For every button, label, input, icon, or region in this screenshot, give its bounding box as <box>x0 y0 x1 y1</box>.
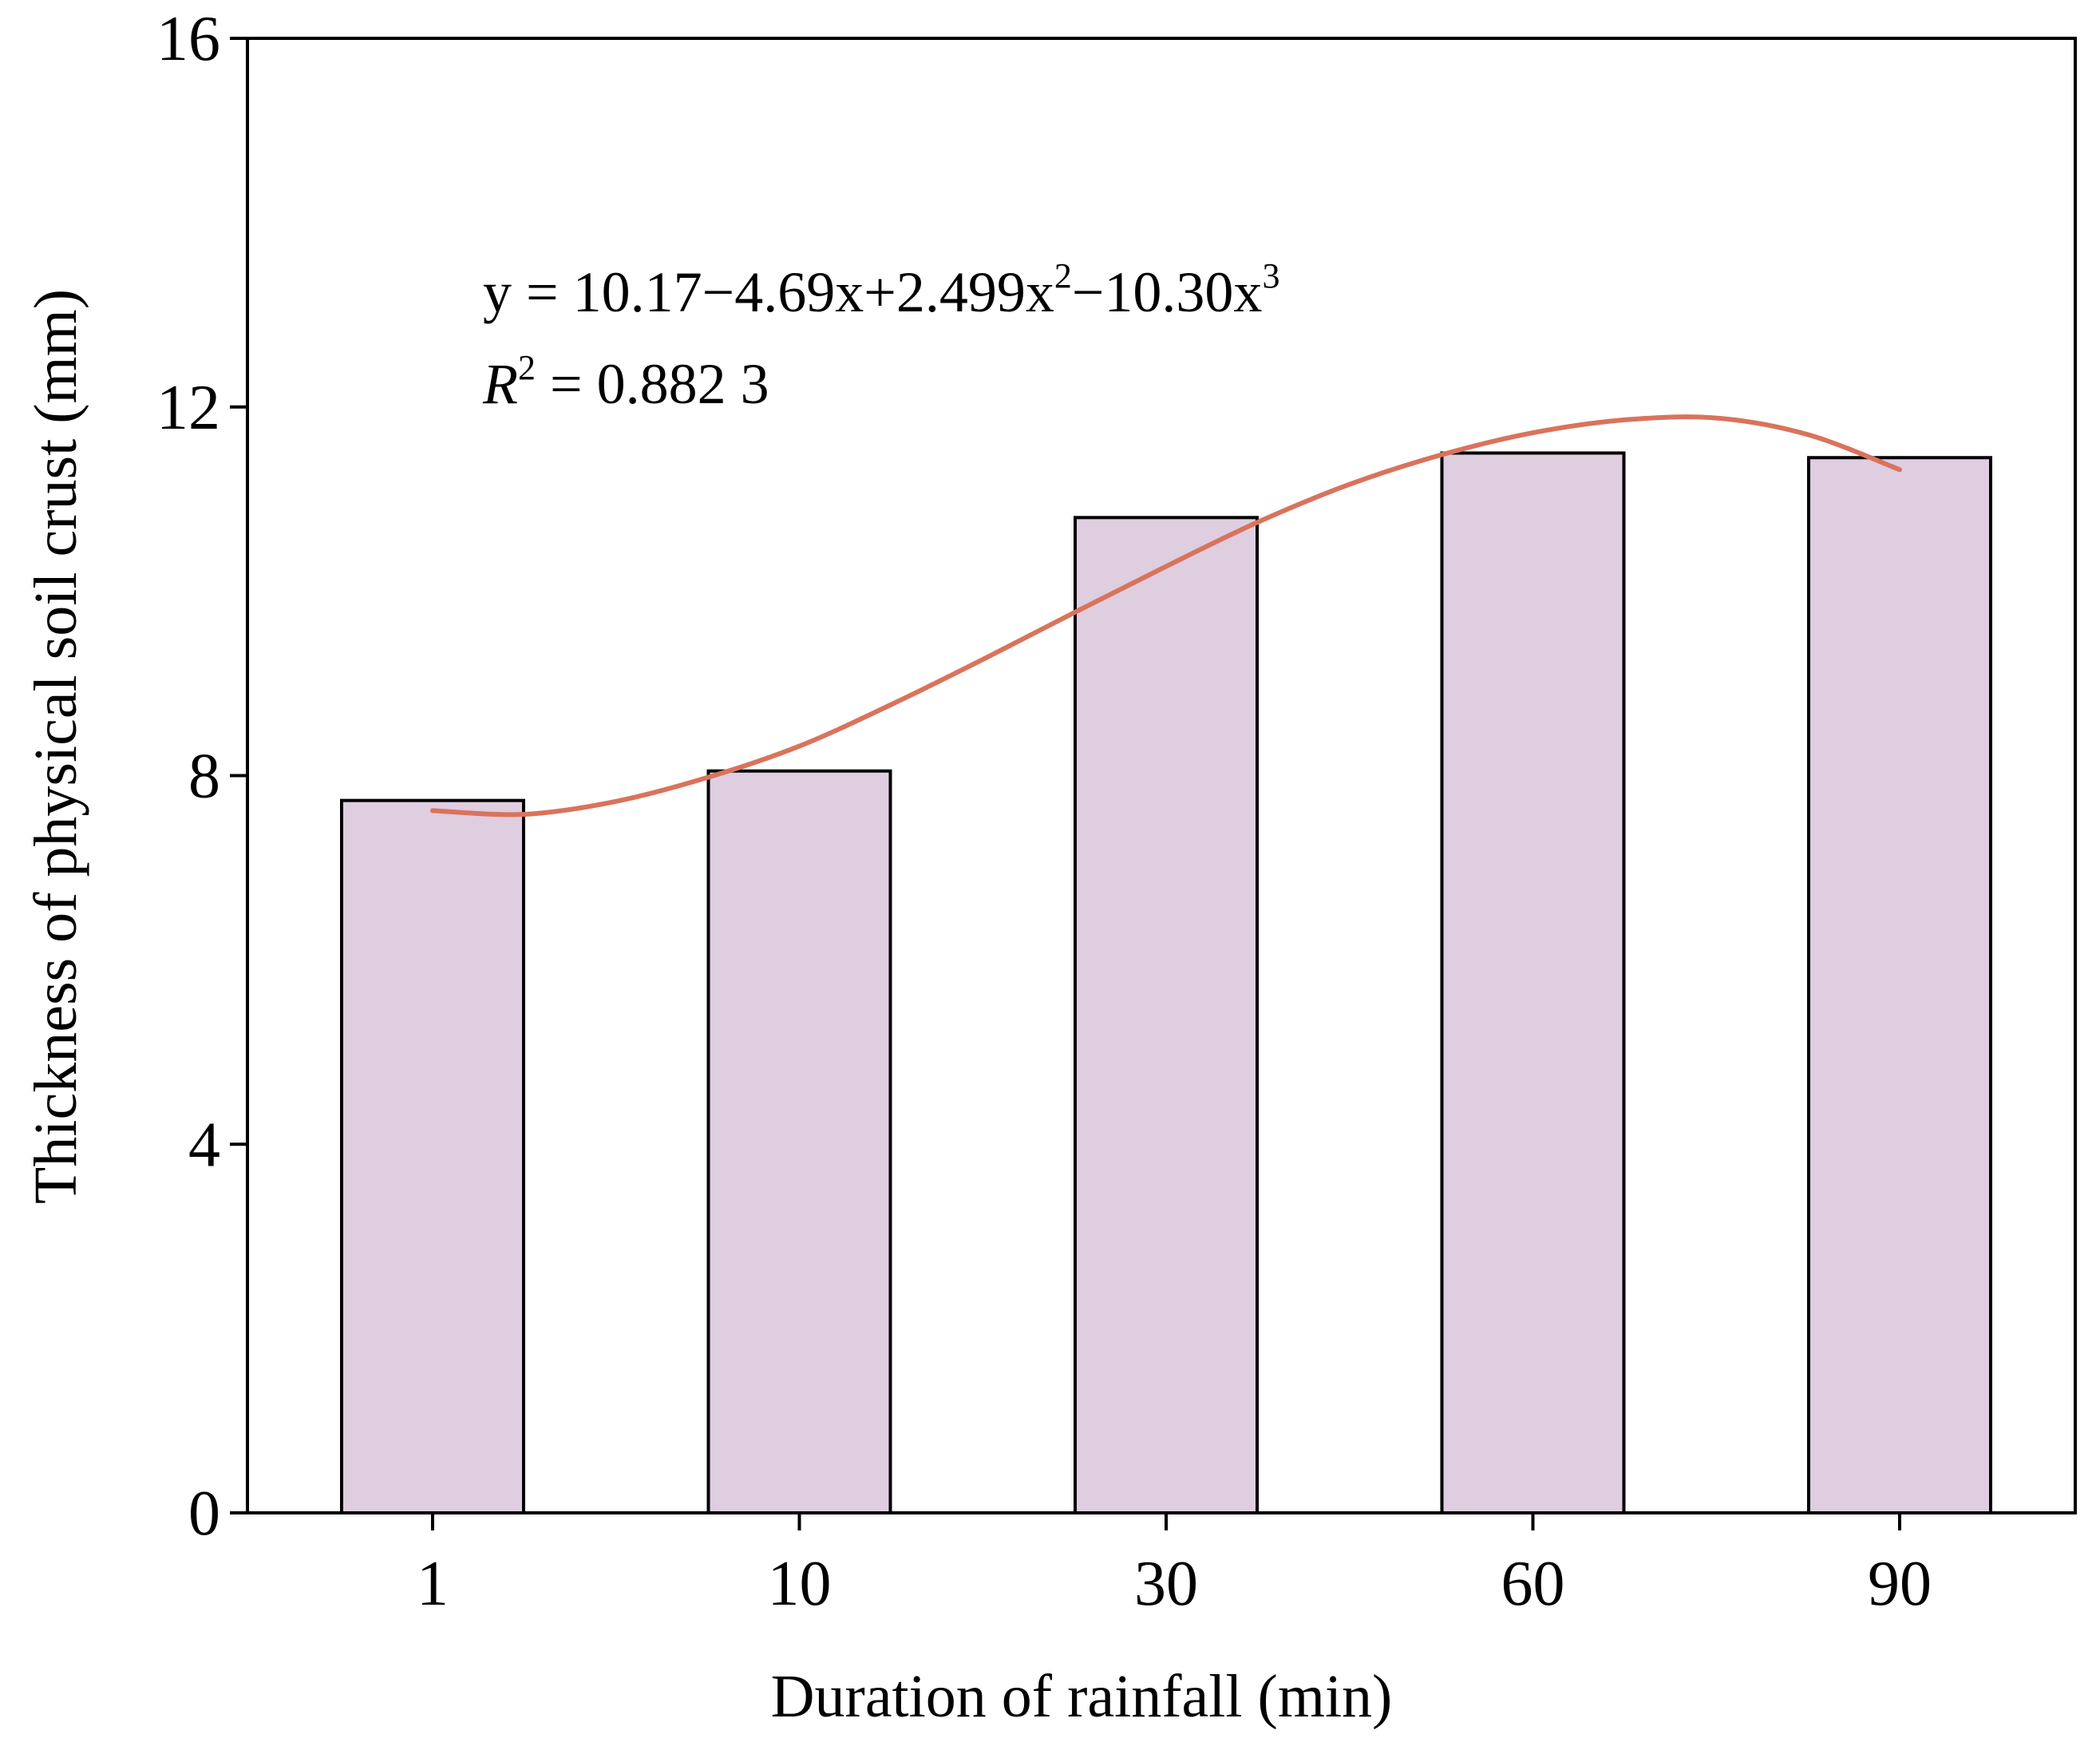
x-axis-ticks: 1 10 30 60 90 <box>417 1513 1932 1619</box>
fit-equation: y = 10.17−4.69x+2.499x2−10.30x3 <box>483 256 1279 324</box>
x-axis-title: Duration of rainfall (min) <box>771 1663 1393 1730</box>
fit-equation-sup2: 3 <box>1262 256 1279 295</box>
fit-r-sup: 2 <box>518 348 536 387</box>
y-tick-label: 4 <box>188 1110 220 1180</box>
fit-equation-lead: y = 10.17−4.69x+2.499x <box>483 260 1054 324</box>
x-tick-label: 60 <box>1501 1549 1565 1619</box>
bar-1 <box>340 798 525 1514</box>
x-tick-label: 10 <box>768 1549 832 1619</box>
x-tick-label: 1 <box>417 1549 449 1619</box>
bar-series <box>340 451 1992 1514</box>
y-tick-label: 12 <box>156 373 220 443</box>
fit-equation-sup1: 2 <box>1054 256 1072 295</box>
fit-r-value: = 0.882 3 <box>536 352 769 416</box>
bar-90 <box>1807 456 1992 1514</box>
y-tick-label: 16 <box>156 4 220 74</box>
fit-r-label: R <box>482 352 518 416</box>
x-tick-label: 30 <box>1134 1549 1198 1619</box>
bar-30 <box>1074 516 1259 1514</box>
x-tick-label: 90 <box>1868 1549 1932 1619</box>
y-tick-label: 8 <box>188 742 220 812</box>
fit-equation-mid: −10.30x <box>1072 260 1263 324</box>
fit-curve <box>430 414 1902 818</box>
y-tick-label: 0 <box>188 1479 220 1549</box>
y-axis-ticks: 0 4 8 12 16 <box>156 4 247 1549</box>
fit-r-squared: R2 = 0.882 3 <box>482 348 769 416</box>
bar-60 <box>1440 451 1626 1514</box>
y-axis-title: Thickness of physical soil crust (mm) <box>22 289 89 1204</box>
bar-10 <box>706 769 892 1514</box>
